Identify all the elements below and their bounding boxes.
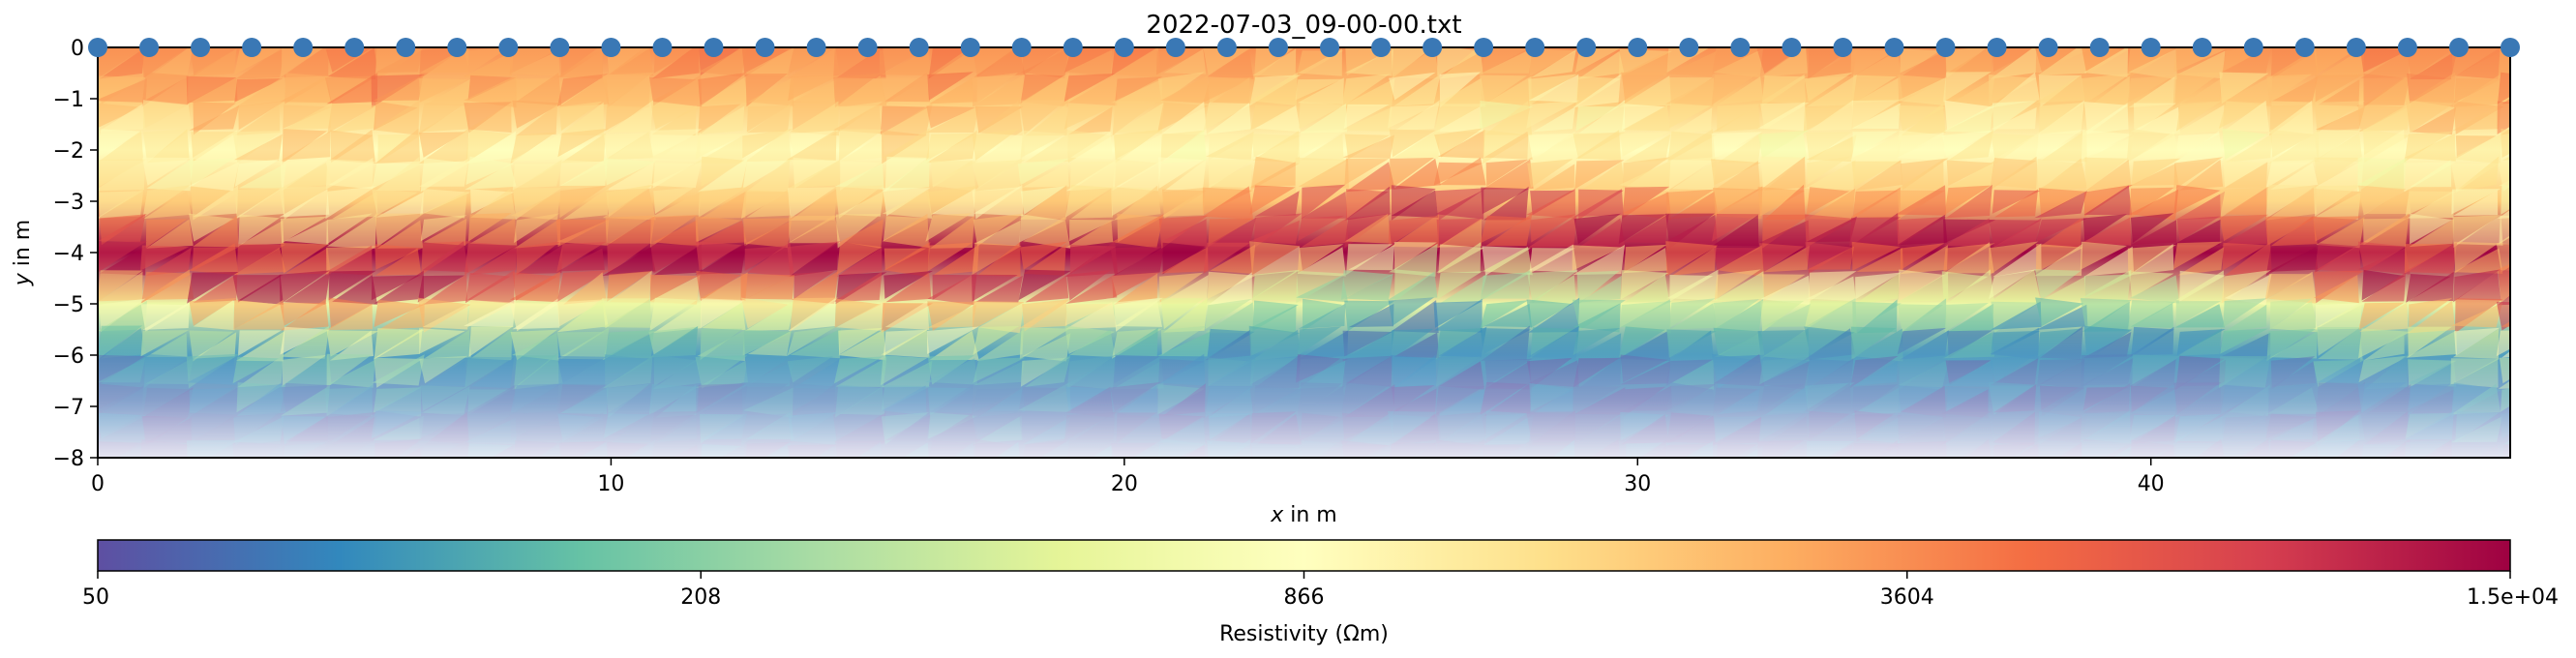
electrode-marker [344,38,365,57]
colorbar-tick-label: 208 [680,585,721,610]
electrode-marker [1833,38,1853,57]
electrode-marker [2294,38,2315,57]
x-tick-label: 10 [597,472,624,496]
x-tick-label: 0 [91,472,105,496]
electrode-marker [1730,38,1751,57]
electrode-marker [1114,38,1134,57]
electrode-marker [806,38,826,57]
electrode-marker [2243,38,2263,57]
electrode-marker [447,38,467,57]
electrode-marker [550,38,570,57]
plot-area [98,47,2510,458]
colorbar-tick-label: 1.5e+04 [2467,585,2559,610]
colorbar-ticks: 50 208 866 3604 1.5e+04 [82,571,2559,610]
y-tick-label: −6 [53,344,84,369]
y-axis-label: y in m [11,220,35,287]
electrodes [88,38,2520,57]
electrode-marker [704,38,724,57]
electrode-marker [1268,38,1288,57]
y-tick-label: −4 [53,242,84,266]
electrode-marker [960,38,980,57]
axis-variable: x [1270,503,1284,527]
y-tick-label: −5 [53,293,84,317]
colorbar-tick-label: 866 [1284,585,1325,610]
electrode-marker [909,38,929,57]
axis-variable: y [11,272,35,286]
electrode-marker [1782,38,1802,57]
electrode-marker [1320,38,1340,57]
y-tick-label: −7 [53,396,84,420]
y-tick-label: −8 [53,447,84,471]
electrode-marker [1474,38,1494,57]
colorbar-tick-label: 50 [82,585,109,610]
electrode-marker [755,38,775,57]
electrode-marker [1216,38,1237,57]
electrode-marker [1987,38,2007,57]
electrode-marker [1165,38,1185,57]
electrode-marker [2192,38,2212,57]
colorbar-label: Resistivity (Ωm) [1219,622,1389,646]
x-axis-label: x in m [1270,503,1337,527]
x-tick-label: 20 [1111,472,1138,496]
coverage-fade [98,47,2510,458]
axis-unit-text: in m [1283,503,1336,527]
electrode-marker [1063,38,1083,57]
electrode-marker [498,38,519,57]
electrode-marker [1679,38,1699,57]
electrode-marker [601,38,621,57]
colorbar [97,539,2511,572]
electrode-marker [2089,38,2110,57]
axis-unit-text: in m [11,220,35,273]
electrode-marker [1371,38,1392,57]
electrode-marker [191,38,211,57]
y-tick-label: −3 [53,191,84,215]
electrode-marker [2346,38,2366,57]
y-axis-ticks: 0 −1 −2 −3 −4 −5 −6 −7 −8 [53,37,98,471]
y-tick-label: −2 [53,139,84,164]
electrode-marker [1935,38,1956,57]
electrode-marker [2448,38,2469,57]
electrode-marker [2501,38,2520,57]
electrode-marker [652,38,673,57]
colorbar-tick-label: 3604 [1880,585,1934,610]
electrode-marker [1628,38,1648,57]
y-tick-label: 0 [71,37,84,61]
electrode-marker [88,38,107,57]
electrode-marker [242,38,262,57]
electrode-marker [2038,38,2058,57]
electrode-marker [1011,38,1032,57]
x-axis-ticks: 0 10 20 30 40 [91,458,2165,496]
electrode-marker [396,38,416,57]
electrode-marker [1576,38,1597,57]
electrode-marker [1423,38,1443,57]
electrode-marker [857,38,878,57]
x-tick-label: 40 [2138,472,2165,496]
electrode-marker [293,38,314,57]
electrode-marker [1525,38,1545,57]
x-tick-label: 30 [1624,472,1651,496]
electrode-marker [1884,38,1904,57]
chart-title: 2022-07-03_09-00-00.txt [1146,11,1461,40]
electrode-marker [2397,38,2417,57]
y-tick-label: −1 [53,88,84,112]
electrode-marker [139,38,160,57]
electrode-marker [2141,38,2161,57]
